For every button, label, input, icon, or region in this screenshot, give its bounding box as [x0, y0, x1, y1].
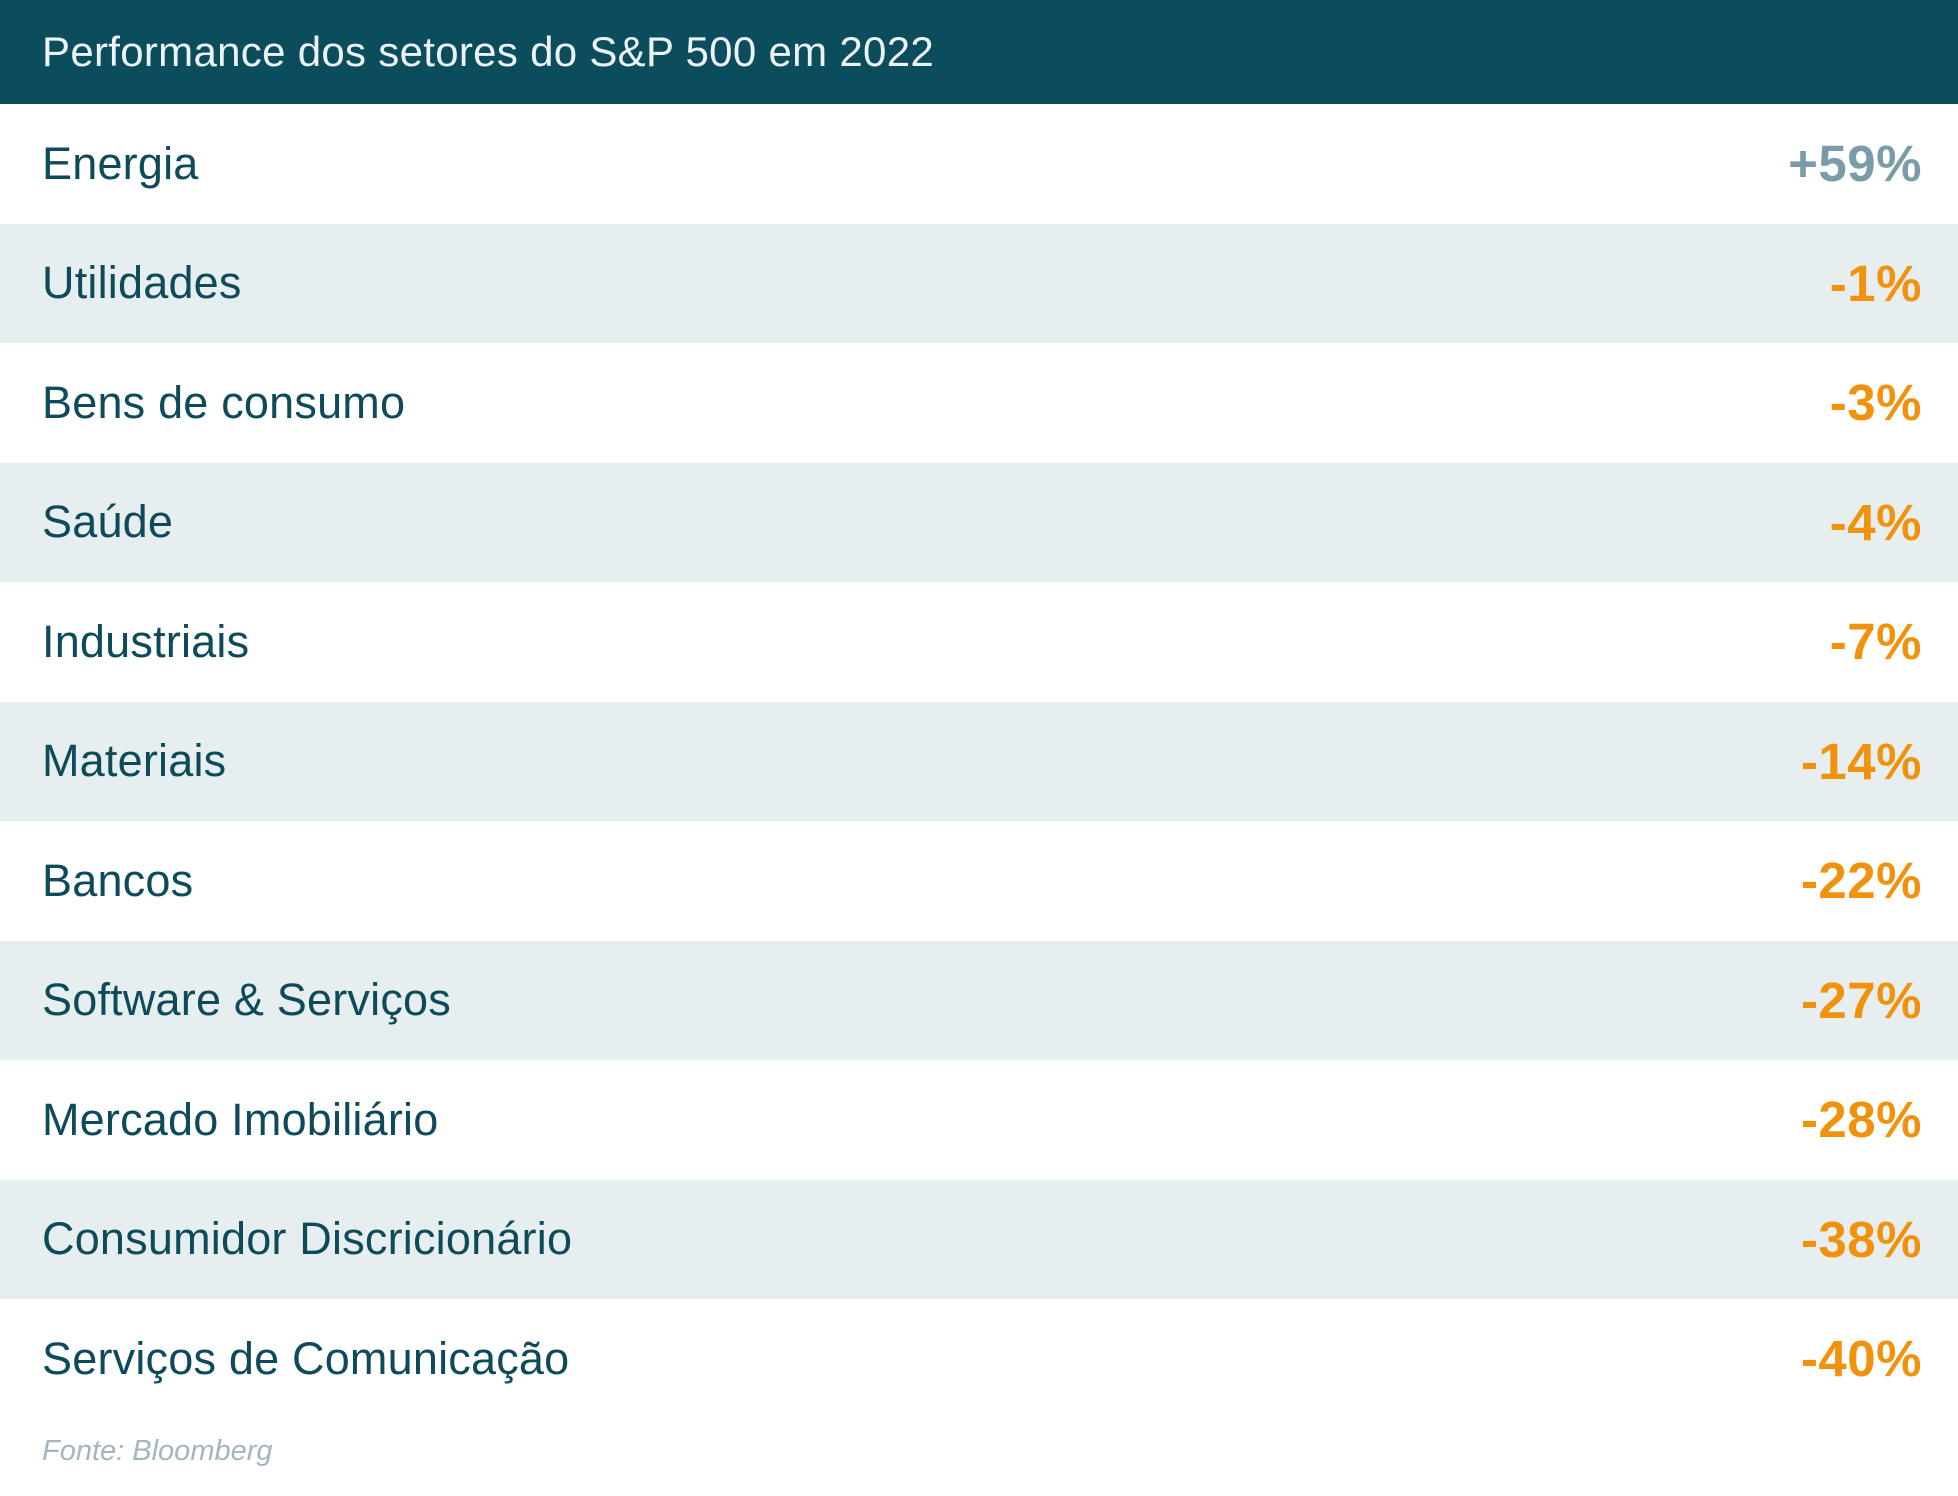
sector-label: Industriais [42, 615, 250, 667]
sector-label: Mercado Imobiliário [42, 1093, 439, 1145]
table-row: Bancos -22% [0, 821, 1958, 941]
table-row: Bens de consumo -3% [0, 343, 1958, 463]
sector-label: Consumidor Discricionário [42, 1213, 573, 1265]
sector-value: -4% [1829, 493, 1922, 551]
sector-label: Materiais [42, 735, 227, 787]
sector-label: Serviços de Comunicação [42, 1332, 570, 1384]
sector-value: -7% [1829, 613, 1922, 671]
sector-value: -40% [1800, 1330, 1922, 1388]
sector-value: -3% [1829, 374, 1922, 432]
table-row: Saúde -4% [0, 462, 1958, 582]
table-row: Mercado Imobiliário -28% [0, 1060, 1958, 1180]
table-row: Utilidades -1% [0, 223, 1958, 343]
sector-value: +59% [1788, 135, 1922, 193]
table-row: Energia +59% [0, 104, 1958, 224]
table-row: Materiais -14% [0, 701, 1958, 821]
sector-value: -27% [1800, 971, 1922, 1029]
sector-value: -22% [1800, 852, 1922, 910]
sector-label: Saúde [42, 496, 174, 548]
table-row: Consumidor Discricionário -38% [0, 1179, 1958, 1299]
sector-value: -14% [1800, 732, 1922, 790]
table-row: Software & Serviços -27% [0, 940, 1958, 1060]
sector-value: -1% [1829, 254, 1922, 312]
sector-value: -28% [1800, 1091, 1922, 1149]
chart-title-bar: Performance dos setores do S&P 500 em 20… [0, 0, 1958, 104]
chart-title: Performance dos setores do S&P 500 em 20… [42, 28, 935, 75]
sector-label: Software & Serviços [42, 974, 451, 1026]
sector-label: Utilidades [42, 257, 242, 309]
sector-label: Bancos [42, 854, 194, 906]
sector-label: Bens de consumo [42, 376, 406, 428]
table-row: Industriais -7% [0, 582, 1958, 702]
source-note: Fonte: Bloomberg [42, 1434, 273, 1467]
table-row: Serviços de Comunicação -40% [0, 1299, 1958, 1419]
sector-value: -38% [1800, 1210, 1922, 1268]
sector-label: Energia [42, 137, 199, 189]
sector-performance-table: Energia +59% Utilidades -1% Bens de cons… [0, 104, 1958, 1419]
